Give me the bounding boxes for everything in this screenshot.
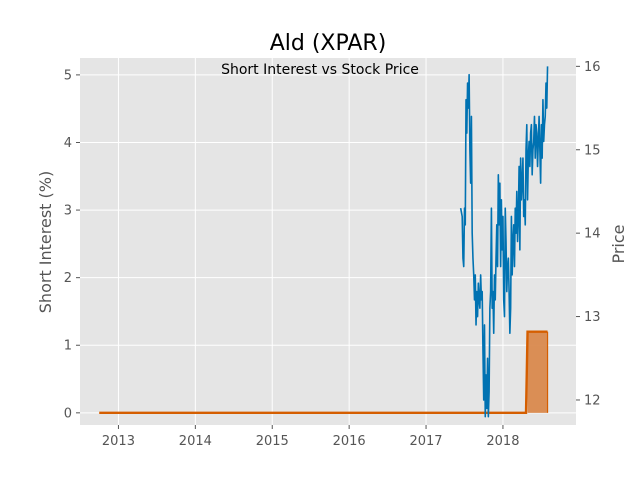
y2-tick-label: 12 xyxy=(584,393,601,408)
chart-subtitle: Short Interest vs Stock Price xyxy=(221,62,419,78)
series-layer xyxy=(99,66,549,418)
y-tick-label: 0 xyxy=(64,406,72,421)
plot-background xyxy=(80,58,576,425)
x-tick-label: 2014 xyxy=(179,434,212,449)
x-tick-label: 2017 xyxy=(409,434,442,449)
y2-tick-label: 15 xyxy=(584,143,601,158)
y-axis-right: 12 13 14 15 16 xyxy=(576,60,601,408)
y-tick-label: 2 xyxy=(64,271,72,286)
y2-tick-label: 16 xyxy=(584,60,601,75)
y-tick-label: 5 xyxy=(64,68,72,83)
y-tick-label: 4 xyxy=(64,136,72,151)
y-tick-label: 1 xyxy=(64,339,72,354)
x-tick-label: 2013 xyxy=(102,434,135,449)
short-interest-area xyxy=(527,331,548,413)
chart-title: Ald (XPAR) xyxy=(270,31,387,56)
y2-tick-label: 13 xyxy=(584,310,601,325)
y2-tick-label: 14 xyxy=(584,227,601,242)
x-tick-label: 2016 xyxy=(333,434,366,449)
grid xyxy=(80,58,576,425)
x-tick-label: 2015 xyxy=(256,434,289,449)
y-axis-left: 0 1 2 3 4 5 xyxy=(64,68,80,421)
x-axis: 2013 2014 2015 2016 2017 2018 xyxy=(102,425,519,449)
x-tick-label: 2018 xyxy=(486,434,519,449)
y-axis-label: Short Interest (%) xyxy=(36,171,55,313)
y-tick-label: 3 xyxy=(64,204,72,219)
price-line xyxy=(459,66,549,418)
y2-axis-label: Price xyxy=(609,224,628,263)
short-interest-line xyxy=(99,330,548,415)
